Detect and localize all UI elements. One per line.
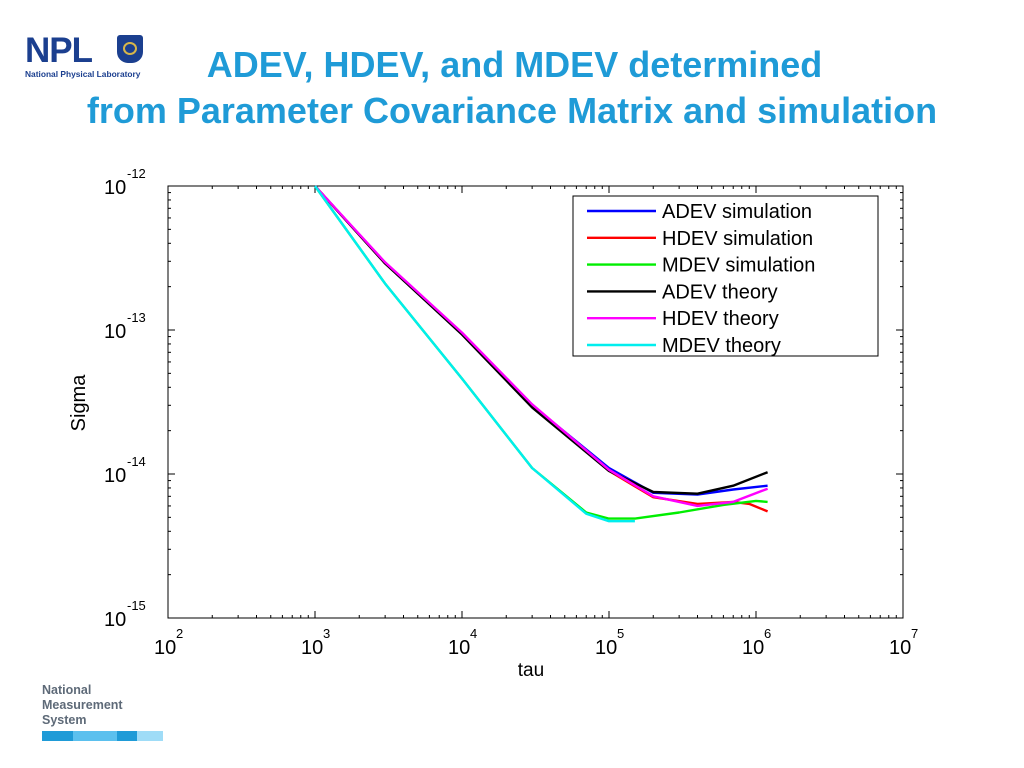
npl-logo-subtitle: National Physical Laboratory <box>25 69 141 79</box>
x-tick-label-4: 10 <box>742 637 764 659</box>
y-tick-exponent-0: -12 <box>127 166 146 181</box>
nms-logo-line-3: System <box>42 713 87 727</box>
legend-label-2: MDEV simulation <box>662 255 815 277</box>
nms-bar-segment-1 <box>42 731 73 741</box>
legend-label-5: MDEV theory <box>662 335 781 357</box>
x-axis-label: tau <box>518 660 544 681</box>
npl-logo: NPL National Physical Laboratory <box>25 33 150 83</box>
npl-logo-word: NPL <box>25 31 93 70</box>
x-tick-exponent-5: 7 <box>911 626 918 641</box>
plot-frame <box>167 185 904 619</box>
y-tick-exponent-3: -15 <box>127 598 146 613</box>
nms-logo-line-1: National <box>42 683 92 697</box>
legend-label-4: HDEV theory <box>662 308 779 330</box>
slide-title: ADEV, HDEV, and MDEV determined from Par… <box>0 42 1024 134</box>
legend-label-3: ADEV theory <box>662 281 778 303</box>
nms-logo: National Measurement System <box>42 683 123 728</box>
nms-bar-segment-2 <box>73 731 117 741</box>
y-tick-label-2: 10 <box>104 465 126 487</box>
x-tick-exponent-4: 6 <box>764 626 771 641</box>
y-tick-label-0: 10 <box>104 177 126 199</box>
series-line-mdev-theory <box>314 185 635 523</box>
y-axis-label: Sigma <box>68 374 90 432</box>
legend-label-1: HDEV simulation <box>662 228 813 250</box>
x-tick-label-2: 10 <box>448 637 470 659</box>
nms-color-bar <box>42 731 163 741</box>
legend-box <box>572 195 879 357</box>
x-tick-exponent-1: 3 <box>323 626 330 641</box>
y-tick-label-3: 10 <box>104 609 126 631</box>
slide-title-line-2: from Parameter Covariance Matrix and sim… <box>86 90 938 131</box>
legend-label-0: ADEV simulation <box>662 201 812 223</box>
npl-crest-icon <box>117 35 143 63</box>
x-tick-label-0: 10 <box>154 637 176 659</box>
y-tick-label-1: 10 <box>104 321 126 343</box>
x-tick-exponent-0: 2 <box>176 626 183 641</box>
series-line-hdev-theory <box>314 185 769 508</box>
nms-bar-segment-3 <box>117 731 137 741</box>
x-tick-label-3: 10 <box>595 637 617 659</box>
x-tick-label-5: 10 <box>889 637 911 659</box>
x-tick-exponent-3: 5 <box>617 626 624 641</box>
x-tick-exponent-2: 4 <box>470 626 477 641</box>
nms-bar-segment-4 <box>137 731 163 741</box>
y-tick-exponent-1: -13 <box>127 310 146 325</box>
y-tick-exponent-2: -14 <box>127 454 146 469</box>
x-tick-label-1: 10 <box>301 637 323 659</box>
nms-logo-line-2: Measurement <box>42 698 123 712</box>
slide-title-line-1: ADEV, HDEV, and MDEV determined <box>206 44 823 85</box>
